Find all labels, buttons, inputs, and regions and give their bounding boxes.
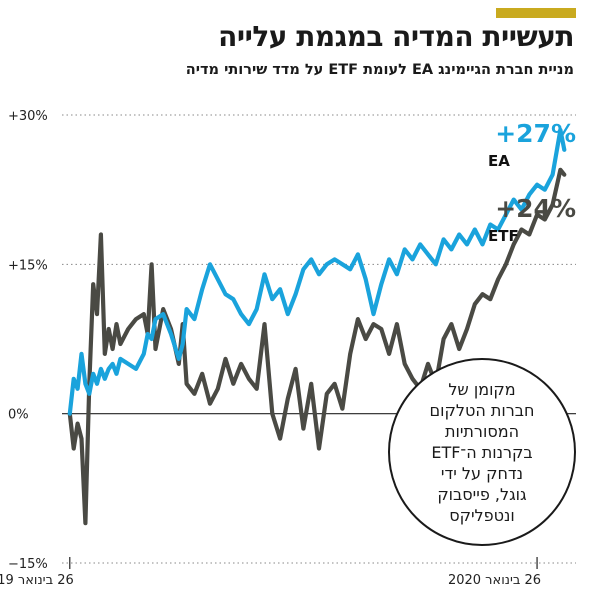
x-tick-label: 26 בינואר 2020	[448, 573, 541, 588]
annotation-text: מקומן של חברות הטלקום המסורתיות בקרנות ה…	[430, 379, 535, 526]
y-tick-label: 0%	[8, 408, 29, 423]
annotation-line: נדחק על ידי	[440, 463, 524, 483]
annotation-line: גוגל, פייסבוק	[437, 484, 527, 504]
y-tick-label: −15%	[8, 557, 48, 572]
series-line-ea	[67, 127, 567, 416]
y-tick-label: +30%	[8, 109, 48, 124]
series-end-value: +27%	[495, 119, 576, 148]
annotation-circle: מקומן של חברות הטלקום המסורתיות בקרנות ה…	[388, 358, 576, 546]
chart-title: תעשיית המדיה במגמת עלייה	[218, 20, 574, 53]
annotation-line: מקומן של	[448, 379, 516, 399]
series-line-etf	[67, 167, 567, 526]
accent-bar	[496, 8, 576, 18]
y-tick-label: +15%	[8, 258, 48, 273]
x-tick-label: 26 בינואר 2019	[0, 573, 74, 588]
chart-subtitle: מניית חברת הגיימינג EA לעומת ETF על מדד …	[185, 62, 574, 78]
series-name-label: ETF	[488, 227, 519, 245]
annotation-line: ונטפליקס	[449, 505, 515, 525]
annotation-line: בקרנות ה־ETF	[431, 442, 533, 462]
series-name-label: EA	[488, 152, 510, 170]
annotation-line: חברות הטלקום	[429, 400, 535, 420]
series-end-value: +24%	[495, 194, 576, 223]
annotation-line: המסורתיות	[444, 421, 520, 441]
